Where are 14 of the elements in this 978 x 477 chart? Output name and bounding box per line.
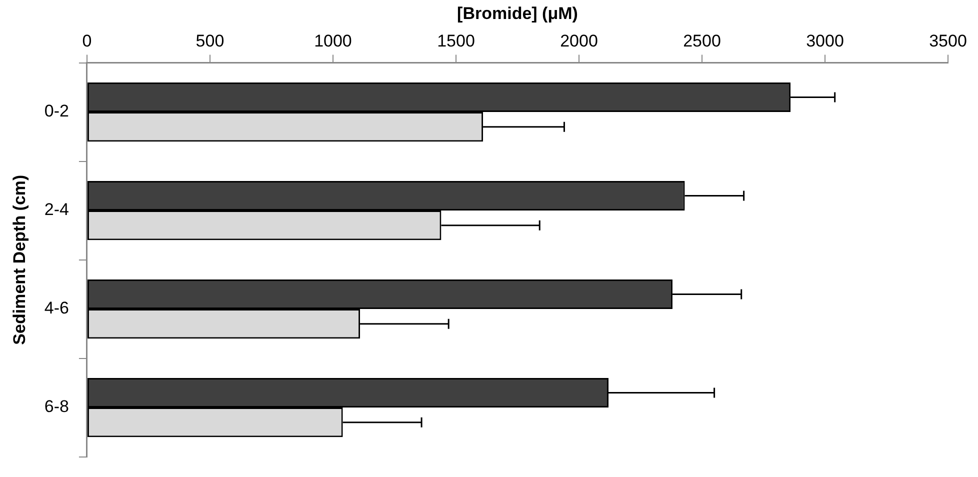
x-tick-label: 1500 xyxy=(437,31,475,50)
y-tick-label: 2-4 xyxy=(44,200,69,220)
x-tick-label: 3000 xyxy=(806,31,844,50)
y-tick-label: 6-8 xyxy=(44,397,69,416)
x-tick-label: 500 xyxy=(196,31,224,50)
x-tick-label: 3500 xyxy=(929,31,967,50)
y-tick-label: 0-2 xyxy=(44,102,69,121)
x-tick-label: 2000 xyxy=(560,31,598,50)
y-tick-label: 4-6 xyxy=(44,298,69,318)
x-axis-title: [Bromide] (μM) xyxy=(457,4,578,23)
y-axis-title: Sediment Depth (cm) xyxy=(10,174,29,345)
x-tick-label: 0 xyxy=(82,31,92,50)
x-tick-label: 1000 xyxy=(314,31,352,50)
x-tick-label: 2500 xyxy=(683,31,721,50)
